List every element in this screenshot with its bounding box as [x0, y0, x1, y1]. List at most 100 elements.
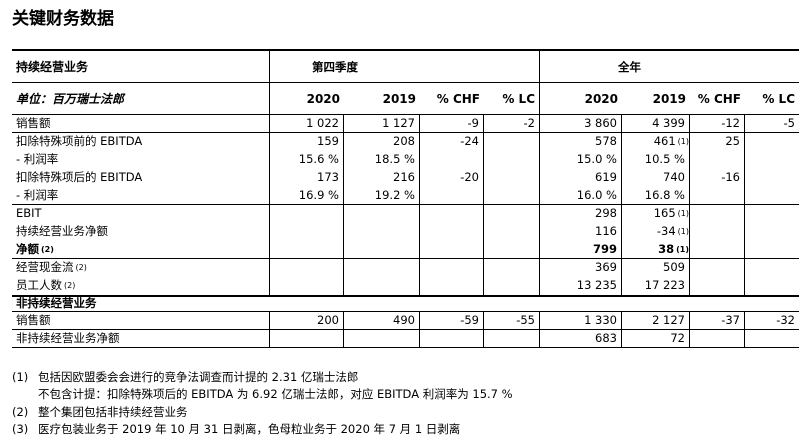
table-row: - 利润率 16.9 % 19.2 % 16.0 % 16.8 %: [12, 187, 799, 205]
table-row: 非持续经营业务净额 683 72: [12, 330, 799, 348]
value-cell: -12: [690, 115, 745, 132]
col-header: % CHF: [697, 91, 741, 106]
value-cell: -16: [690, 169, 745, 187]
footnote-row: 不包含计提：扣除特殊项后的 EBITDA 为 6.92 亿瑞士法郎，对应 EBI…: [12, 386, 513, 404]
value-cell: [745, 169, 799, 187]
value-cell: 1 330: [540, 312, 622, 329]
col-header: 2020: [584, 91, 618, 106]
table-row: 扣除特殊项后的 EBITDA 173 216 -20 619 740 -16: [12, 169, 799, 187]
q4-header: 第四季度: [312, 59, 358, 74]
row-label-text: - 利润率: [16, 152, 59, 167]
value-cell: 1 022: [270, 115, 344, 132]
row-label-text: 非持续经营业务净额: [16, 330, 120, 345]
value-cell: [745, 151, 799, 169]
value-cell: [484, 169, 540, 187]
table-row: 经营现金流 (2) 369 509: [12, 259, 799, 277]
col-header: % CHF: [436, 91, 480, 106]
table-row: 净额 (2) 799 38 (1): [12, 241, 799, 259]
value-cell: [484, 277, 540, 295]
value-cell: 15.6 %: [270, 151, 344, 169]
value-cell: -24: [420, 133, 484, 151]
value-cell: 619: [540, 169, 622, 187]
value-cell: 799: [540, 241, 622, 258]
row-label-text: 扣除特殊项前的 EBITDA: [16, 134, 143, 149]
footnote-row: (1) 包括因欧盟委会会进行的竞争法调查而计提的 2.31 亿瑞士法郎: [12, 368, 513, 386]
value-cell: [344, 330, 420, 347]
row-label: 持续经营业务净额: [12, 223, 270, 241]
value-cell: [420, 277, 484, 295]
value-cell: [270, 241, 344, 258]
value-cell: 16.0 %: [540, 187, 622, 204]
value-cell: [690, 330, 745, 347]
key-financials-table: 持续经营业务 第四季度 全年 单位：百万瑞士法郎 2020 2019 % CHF…: [12, 49, 799, 348]
value-cell: [270, 259, 344, 277]
column-header-row: 单位：百万瑞士法郎 2020 2019 % CHF % LC 2020 2019…: [12, 83, 799, 115]
value-cell: [484, 187, 540, 204]
page-title: 关键财务数据: [12, 9, 114, 29]
value-cell: 19.2 %: [344, 187, 420, 204]
value-cell: 683: [540, 330, 622, 347]
value-cell: [270, 205, 344, 223]
value-cell: 4 399: [622, 115, 690, 132]
row-label-text: 经营现金流: [16, 260, 74, 275]
value-cell: -9: [420, 115, 484, 132]
value-cell: [484, 151, 540, 169]
footnote-row: (3) 医疗包装业务于 2019 年 10 月 31 日剥离，色母粒业务于 202…: [12, 421, 513, 439]
value-cell: [344, 241, 420, 258]
col-header: 2019: [382, 91, 416, 106]
row-label-text: 员工人数: [16, 278, 62, 293]
value-cell: [484, 133, 540, 151]
row-label: - 利润率: [12, 187, 270, 204]
value-cell: 16.8 %: [622, 187, 690, 204]
value-cell: 116: [540, 223, 622, 241]
row-label-text: 净额: [16, 241, 39, 256]
value-cell: 740: [622, 169, 690, 187]
table-row: 员工人数 (2) 13 235 17 223: [12, 277, 799, 295]
value-cell: 25: [690, 133, 745, 151]
table-row: 销售额 1 022 1 127 -9 -2 3 860 4 399 -12 -5: [12, 115, 799, 133]
value-cell: [484, 241, 540, 258]
row-label-text: 扣除特殊项后的 EBITDA: [16, 170, 143, 185]
footnote-number: (1): [12, 369, 29, 384]
value-cell: -2: [484, 115, 540, 132]
value-cell: 18.5 %: [344, 151, 420, 169]
value-cell: [344, 205, 420, 223]
value-cell: [420, 241, 484, 258]
row-label-text: - 利润率: [16, 187, 59, 202]
value-cell: [420, 151, 484, 169]
value-cell: 165 (1): [622, 205, 690, 223]
value-cell: [745, 133, 799, 151]
value-cell: [344, 277, 420, 295]
value-cell: 72: [622, 330, 690, 347]
value-cell: [690, 205, 745, 223]
footnote-text: 整个集团包括非持续经营业务: [38, 404, 188, 419]
value-cell: [745, 223, 799, 241]
row-label-text: 销售额: [16, 312, 51, 327]
value-cell: [270, 223, 344, 241]
value-cell: [690, 259, 745, 277]
value-cell: [270, 330, 344, 347]
value-cell: [690, 187, 745, 204]
row-label-text: EBIT: [16, 206, 42, 221]
value-cell: 17 223: [622, 277, 690, 295]
value-cell: [745, 187, 799, 204]
value-cell: [420, 205, 484, 223]
table-row: 持续经营业务净额 116 -34 (1): [12, 223, 799, 241]
value-cell: 369: [540, 259, 622, 277]
value-cell: [484, 330, 540, 347]
value-cell: 15.0 %: [540, 151, 622, 169]
row-label: 员工人数 (2): [12, 277, 270, 295]
table-row: 扣除特殊项前的 EBITDA 159 208 -24 578 461 (1) 25: [12, 133, 799, 151]
value-cell: 13 235: [540, 277, 622, 295]
value-cell: 208: [344, 133, 420, 151]
value-cell: [745, 277, 799, 295]
value-cell: 490: [344, 312, 420, 329]
col-header: 2019: [652, 91, 686, 106]
unit-label: 单位：百万瑞士法郎: [12, 83, 270, 114]
discontinued-section-header: 非持续经营业务: [12, 295, 799, 312]
value-cell: 1 127: [344, 115, 420, 132]
footnote-text: 医疗包装业务于 2019 年 10 月 31 日剥离，色母粒业务于 2020 年…: [38, 422, 461, 437]
col-header: % LC: [484, 83, 540, 114]
value-cell: 159: [270, 133, 344, 151]
value-cell: -5: [783, 115, 795, 130]
